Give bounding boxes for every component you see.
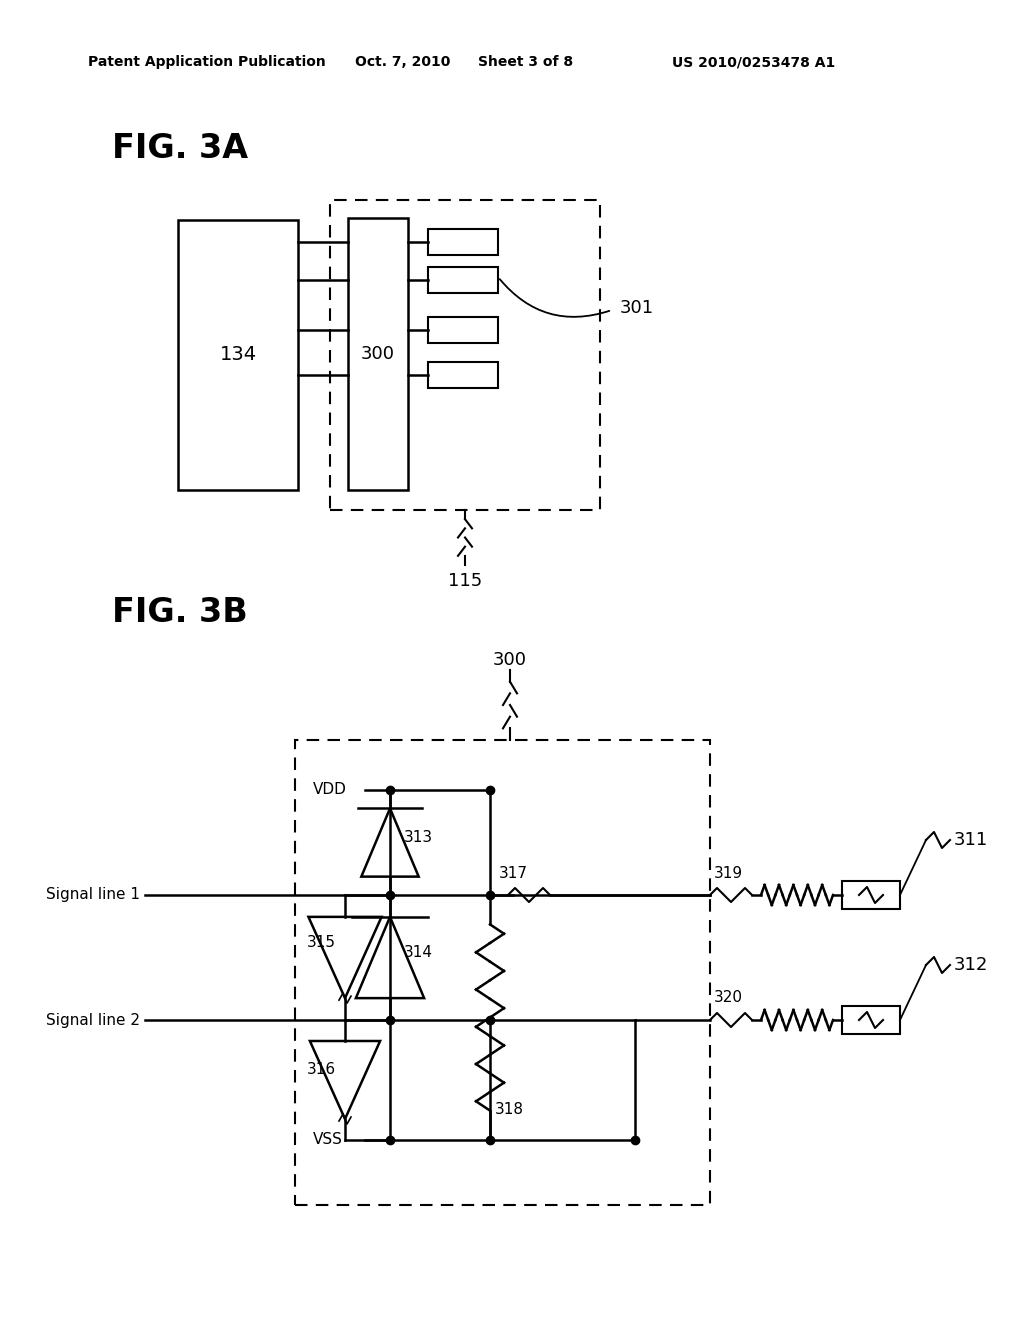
Text: 319: 319 (714, 866, 742, 880)
Bar (178, 220, 298, 490)
Bar (428, 228, 498, 255)
Text: Signal line 2: Signal line 2 (46, 1012, 140, 1027)
Text: 315: 315 (307, 935, 336, 950)
Bar (428, 362, 498, 388)
Bar (428, 317, 498, 343)
Text: 300: 300 (493, 651, 527, 669)
Text: 301: 301 (620, 300, 654, 317)
Bar (428, 267, 498, 293)
Text: 134: 134 (219, 346, 257, 364)
Text: 314: 314 (404, 945, 433, 960)
Text: 318: 318 (495, 1101, 524, 1117)
Text: VSS: VSS (313, 1133, 343, 1147)
Text: Signal line 1: Signal line 1 (46, 887, 140, 903)
Text: 115: 115 (447, 572, 482, 590)
Text: 317: 317 (499, 866, 527, 880)
Text: 320: 320 (714, 990, 742, 1006)
Text: US 2010/0253478 A1: US 2010/0253478 A1 (672, 55, 836, 69)
Bar (842, 1006, 900, 1034)
Text: 312: 312 (954, 956, 988, 974)
Text: Oct. 7, 2010: Oct. 7, 2010 (355, 55, 451, 69)
Text: Patent Application Publication: Patent Application Publication (88, 55, 326, 69)
Text: 313: 313 (404, 830, 433, 845)
Bar (330, 201, 600, 510)
Text: Sheet 3 of 8: Sheet 3 of 8 (478, 55, 573, 69)
Text: FIG. 3B: FIG. 3B (112, 595, 248, 628)
Text: FIG. 3A: FIG. 3A (112, 132, 248, 165)
Bar (348, 218, 408, 490)
Text: 300: 300 (361, 345, 395, 363)
Text: 316: 316 (307, 1063, 336, 1077)
Text: 311: 311 (954, 832, 988, 849)
Text: VDD: VDD (313, 783, 347, 797)
Bar (295, 741, 710, 1205)
Bar (842, 880, 900, 909)
